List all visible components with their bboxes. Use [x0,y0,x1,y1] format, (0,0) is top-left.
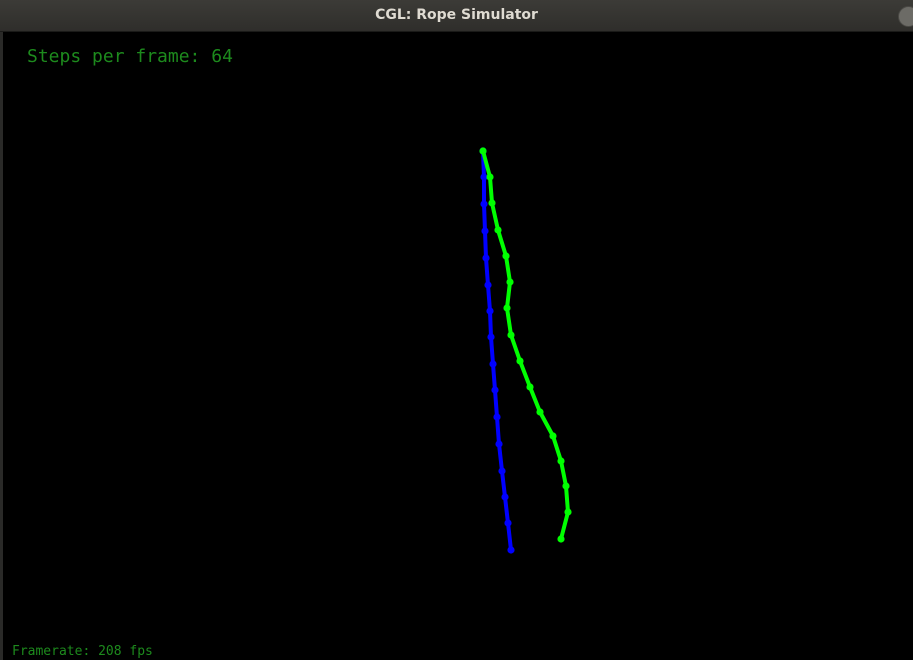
green-rope-mass-point [507,331,515,339]
green-rope-mass-point [564,508,572,516]
blue-rope-line [481,150,513,551]
green-rope-mass-point [503,304,511,312]
green-rope-mass-point [536,408,544,416]
blue-rope-mass-point [480,173,488,181]
blue-rope-mass-point [489,360,497,368]
blue-rope-mass-point [484,281,492,289]
rope-blue [479,147,515,554]
blue-rope-mass-point [507,546,515,554]
rope-green [479,147,572,543]
blue-rope-mass-point [480,200,488,208]
green-rope-mass-point [526,383,534,391]
green-rope-line [481,150,570,540]
blue-rope-mass-point [482,254,490,262]
blue-rope-mass-point [493,413,501,421]
green-rope-mass-point [488,199,496,207]
blue-rope-mass-point [495,440,503,448]
blue-rope-mass-point [481,227,489,235]
green-rope-mass-point [494,226,502,234]
green-rope-mass-point [479,147,487,155]
green-rope-mass-point [506,278,514,286]
window-control-button[interactable] [898,6,913,27]
window-titlebar[interactable]: CGL: Rope Simulator [0,0,913,32]
steps-per-frame-label: Steps per frame: 64 [27,46,233,67]
blue-rope-mass-point [504,519,512,527]
green-rope-mass-point [516,357,524,365]
blue-rope-mass-point [491,386,499,394]
green-rope-mass-point [549,432,557,440]
window-title: CGL: Rope Simulator [375,7,538,23]
green-rope-mass-point [562,482,570,490]
blue-rope-mass-point [487,333,495,341]
green-rope-mass-point [557,535,565,543]
green-rope-mass-point [557,457,565,465]
blue-rope-mass-point [501,493,509,501]
simulation-viewport [0,32,913,660]
green-rope-mass-point [502,252,510,260]
blue-rope-mass-point [498,467,506,475]
blue-rope-mass-point [486,307,494,315]
framerate-label: Framerate: 208 fps [12,644,153,659]
green-rope-mass-point [486,173,494,181]
